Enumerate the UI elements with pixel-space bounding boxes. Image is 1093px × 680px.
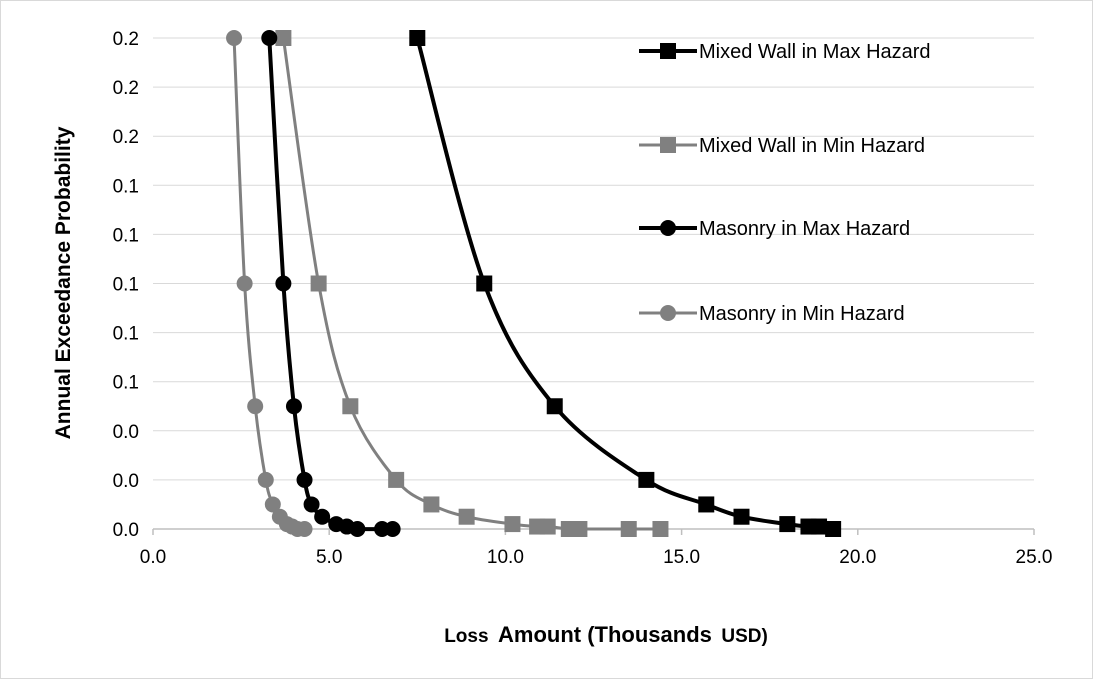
legend-marker <box>660 137 676 153</box>
data-point <box>314 508 331 525</box>
y-axis-title: Annual Exceedance Probability <box>52 126 75 439</box>
data-point <box>409 30 426 46</box>
data-point <box>303 496 320 513</box>
x-axis-title: Loss Amount (Thousands USD) <box>444 622 768 647</box>
data-point <box>349 521 366 537</box>
y-tick-label: 0.2 <box>113 78 139 99</box>
data-point <box>275 30 292 46</box>
x-tick-label: 15.0 <box>663 547 700 568</box>
y-axis-ticks: 0.0 0.0 0.0 0.1 0.1 0.1 0.1 0.1 0.2 0.2 0.2 <box>113 29 139 541</box>
data-point <box>310 275 327 292</box>
legend-label: Mixed Wall in Max Hazard <box>699 41 931 63</box>
data-point <box>458 508 475 525</box>
series-layer <box>226 30 842 537</box>
y-tick-label: 0.1 <box>113 324 139 345</box>
x-tick-label: 25.0 <box>1016 547 1053 568</box>
data-point <box>825 521 842 537</box>
data-point <box>247 398 264 415</box>
y-tick-label: 0.1 <box>113 275 139 296</box>
data-point <box>733 508 750 525</box>
legend-label: Masonry in Max Hazard <box>699 218 910 240</box>
gridlines <box>153 37 1034 481</box>
x-tick-label: 10.0 <box>487 547 524 568</box>
x-tick-label: 0.0 <box>140 547 166 568</box>
x-axis-title-suffix: USD) <box>721 626 767 647</box>
legend: Mixed Wall in Max Hazard Mixed Wall in Mi… <box>639 41 931 325</box>
data-point <box>388 471 405 488</box>
legend-label: Masonry in Min Hazard <box>699 303 905 325</box>
data-point <box>652 521 669 537</box>
data-point <box>384 521 401 537</box>
series-masonry-in-max-hazard <box>261 30 401 537</box>
data-point <box>811 518 828 535</box>
data-point <box>698 496 715 513</box>
data-point <box>546 398 563 415</box>
series-mixed-wall-in-max-hazard <box>409 30 842 537</box>
y-tick-label: 0.0 <box>113 471 139 492</box>
data-point <box>236 275 253 292</box>
data-point <box>779 516 796 533</box>
x-axis-ticks: 0.0 5.0 10.0 15.0 20.0 25.0 <box>140 529 1053 568</box>
data-point <box>423 496 440 513</box>
x-axis-title-main: Amount (Thousands <box>498 622 712 647</box>
legend-marker <box>660 305 676 321</box>
legend-item: Masonry in Min Hazard <box>639 303 905 325</box>
data-point <box>476 275 493 292</box>
data-point <box>539 518 556 535</box>
legend-label: Mixed Wall in Min Hazard <box>699 135 925 157</box>
legend-marker <box>660 43 676 59</box>
data-point <box>264 496 281 513</box>
data-point <box>261 30 278 46</box>
data-point <box>342 398 359 415</box>
y-tick-label: 0.2 <box>113 29 139 50</box>
data-point <box>226 30 243 46</box>
x-tick-label: 20.0 <box>839 547 876 568</box>
data-point <box>571 521 588 537</box>
legend-item: Mixed Wall in Min Hazard <box>639 135 925 157</box>
y-tick-label: 0.1 <box>113 176 139 197</box>
y-tick-label: 0.1 <box>113 373 139 394</box>
data-point <box>275 275 292 292</box>
data-point <box>257 471 274 488</box>
data-point <box>620 521 637 537</box>
y-tick-label: 0.0 <box>113 422 139 443</box>
data-point <box>296 471 313 488</box>
series-mixed-wall-in-min-hazard <box>275 30 669 537</box>
legend-item: Mixed Wall in Max Hazard <box>639 41 931 63</box>
data-point <box>504 516 521 533</box>
y-tick-label: 0.1 <box>113 225 139 246</box>
series-masonry-in-min-hazard <box>226 30 313 537</box>
legend-marker <box>660 220 676 236</box>
y-tick-label: 0.2 <box>113 127 139 148</box>
legend-item: Masonry in Max Hazard <box>639 218 910 240</box>
data-point <box>285 398 302 415</box>
x-tick-label: 5.0 <box>316 547 342 568</box>
y-tick-label: 0.0 <box>113 520 139 541</box>
data-point <box>638 471 655 488</box>
x-axis-title-prefix: Loss <box>444 626 488 647</box>
data-point <box>296 521 313 537</box>
